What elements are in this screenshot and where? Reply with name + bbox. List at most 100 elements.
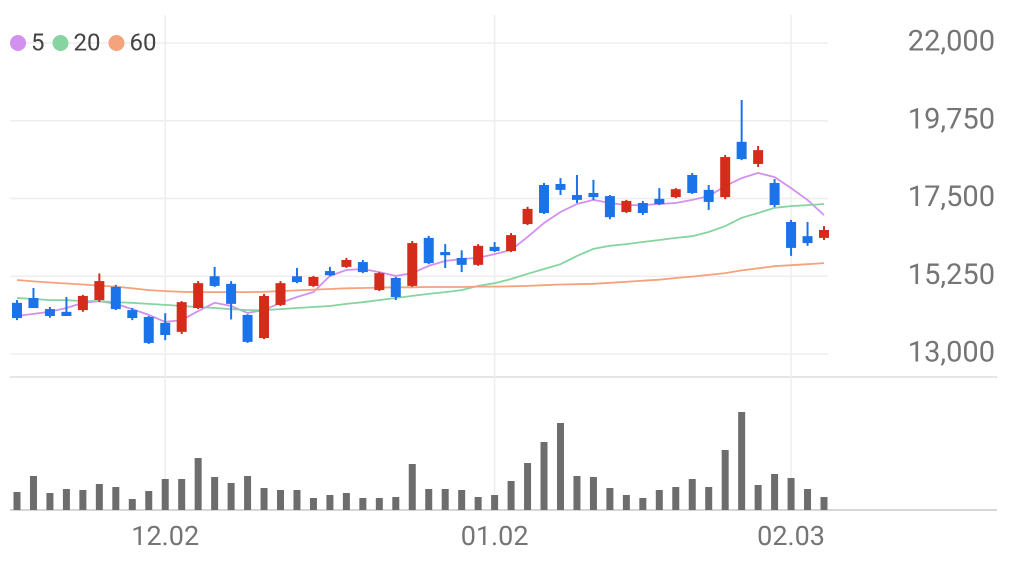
candle-body: [456, 257, 467, 265]
volume-bar: [62, 489, 70, 510]
volume-bar: [655, 490, 663, 510]
volume-bar: [425, 489, 433, 510]
volume-bar: [211, 477, 219, 510]
candle-body: [94, 281, 105, 301]
candle-body: [637, 202, 648, 214]
candle-body: [654, 198, 665, 205]
candle-body: [571, 195, 582, 200]
volume-bar: [244, 476, 252, 510]
candle-body: [588, 192, 599, 198]
volume-bar: [29, 476, 37, 510]
volume-bar: [688, 479, 696, 510]
x-tick-label: 01.02: [461, 520, 529, 552]
ma-line: [16, 203, 825, 311]
volume-bar: [46, 493, 54, 510]
ma-line: [16, 262, 825, 293]
volume-bar: [507, 481, 515, 510]
y-tick-label: 17,500: [908, 180, 995, 214]
ma-line: [16, 171, 825, 323]
volume-bar: [260, 488, 268, 510]
candle-body: [786, 221, 797, 248]
candle-body: [753, 150, 764, 164]
legend-text: 20: [74, 28, 101, 56]
candle-body: [720, 157, 731, 198]
x-tick-label: 12.02: [131, 520, 199, 552]
candle-body: [143, 317, 154, 343]
volume-bar: [79, 490, 87, 510]
y-tick-label: 13,000: [908, 336, 995, 370]
y-tick-label: 19,750: [908, 102, 995, 136]
candle-body: [440, 252, 451, 256]
candle-body: [374, 273, 385, 291]
candle-body: [687, 175, 698, 193]
candle-body: [324, 271, 335, 276]
legend-marker: [10, 35, 26, 51]
candle-body: [28, 298, 39, 309]
volume-bar: [277, 490, 285, 510]
candle-body: [802, 236, 813, 244]
candle-body: [539, 185, 550, 214]
legend-marker: [52, 35, 69, 51]
candle-body: [291, 276, 302, 283]
volume-bar: [606, 488, 614, 510]
candle-body: [77, 295, 88, 311]
volume-bar: [672, 487, 680, 510]
volume-bar: [540, 442, 548, 510]
candle-body: [555, 183, 566, 190]
candle-body: [819, 229, 829, 238]
candle-body: [44, 309, 55, 316]
candle-body: [621, 200, 632, 212]
volume-bar: [178, 479, 186, 510]
volume-bar: [474, 497, 482, 510]
candle-body: [209, 276, 220, 286]
candle-body: [506, 235, 517, 252]
volume-bar: [309, 498, 317, 510]
x-tick-label: 02.03: [757, 520, 825, 552]
candle-body: [259, 295, 270, 339]
candle-body: [670, 189, 681, 198]
candle-body: [12, 302, 22, 319]
volume-bar: [408, 464, 416, 510]
candle-body: [275, 283, 286, 305]
candle-body: [703, 189, 714, 202]
volume-bar: [771, 474, 779, 510]
candle-body: [473, 245, 484, 265]
volume-bar: [441, 489, 449, 510]
volume-bar: [820, 497, 828, 510]
y-tick-label: 15,250: [908, 258, 995, 292]
volume-bar: [359, 498, 367, 510]
volume-bar: [573, 476, 581, 510]
candle-body: [489, 246, 500, 252]
candle-body: [736, 141, 747, 160]
volume-bar: [145, 491, 153, 510]
volume-bar: [524, 463, 532, 510]
candle-body: [226, 283, 237, 304]
volume-bar: [95, 484, 103, 510]
volume-bar: [705, 487, 713, 510]
candle-body: [110, 286, 121, 310]
volume-bar: [128, 499, 136, 510]
candle-body: [61, 311, 72, 316]
volume-bar: [804, 489, 812, 510]
legend-text: 60: [129, 28, 156, 56]
volume-bar: [227, 483, 235, 510]
volume-bar: [458, 490, 466, 510]
volume-bar: [392, 497, 400, 510]
candle-body: [341, 260, 352, 267]
volume-bar: [342, 493, 350, 510]
candle-body: [160, 322, 171, 335]
volume-bar: [326, 495, 334, 510]
legend-text: 5: [31, 28, 45, 56]
volume-bar: [161, 479, 169, 510]
volume-bar: [491, 495, 499, 510]
candle-body: [769, 182, 780, 206]
candle-body: [308, 276, 319, 286]
y-tick-label: 22,000: [908, 25, 995, 59]
candle-body: [604, 196, 615, 218]
candle-body: [357, 262, 368, 273]
volume-bar: [754, 485, 762, 510]
candle-body: [242, 314, 253, 342]
candle-body: [390, 277, 401, 297]
candle-body: [193, 283, 204, 309]
